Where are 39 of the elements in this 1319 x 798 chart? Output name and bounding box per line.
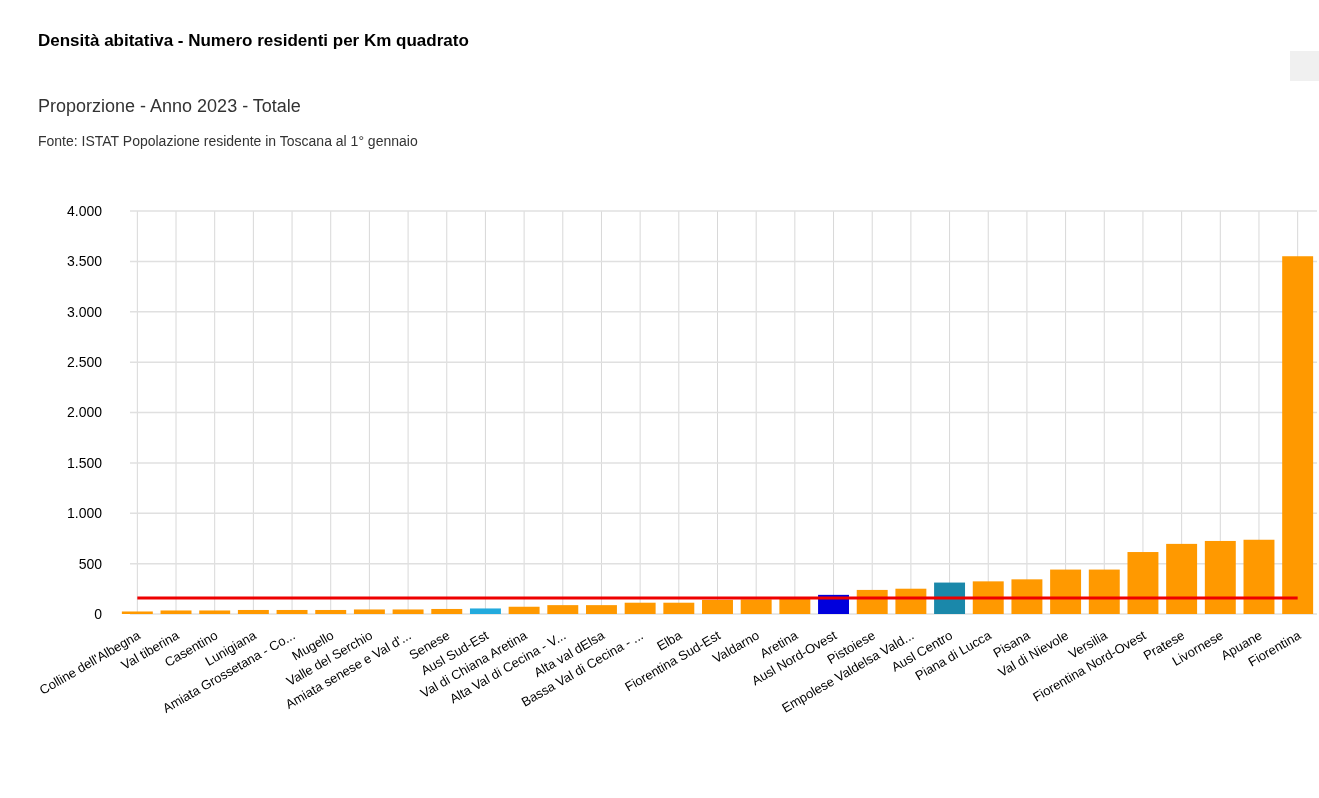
y-tick-label: 1.000 — [66, 505, 103, 522]
bar — [740, 599, 772, 614]
bar — [315, 609, 347, 614]
bar — [624, 602, 656, 614]
bar — [663, 602, 695, 614]
bar — [1243, 539, 1275, 614]
y-tick-label: 1.500 — [66, 454, 103, 471]
bar — [160, 610, 192, 614]
bar — [1127, 552, 1159, 614]
bar — [972, 581, 1004, 614]
bar — [779, 598, 811, 614]
source-note: Fonte: ISTAT Popolazione residente in Toscana al 1° gennaio — [38, 133, 418, 149]
bar — [353, 609, 385, 614]
bar — [702, 599, 733, 614]
bar — [1282, 256, 1314, 614]
bar — [1050, 569, 1082, 614]
y-tick-label: 2.000 — [66, 404, 103, 421]
bar — [1088, 569, 1120, 614]
chart-title: Densità abitativa - Numero residenti per Km quadrato — [38, 31, 469, 50]
bar — [1011, 579, 1043, 614]
bar — [431, 608, 463, 614]
bar — [508, 606, 540, 614]
bar — [469, 608, 501, 614]
y-tick-label: 3.000 — [66, 303, 103, 320]
bar — [392, 609, 424, 614]
bar — [199, 610, 231, 614]
chart-subtitle: Proporzione - Anno 2023 - Totale — [38, 96, 301, 116]
bar — [121, 611, 153, 614]
y-tick-label: 500 — [78, 555, 103, 572]
bar — [276, 609, 308, 614]
bar — [1166, 543, 1198, 614]
y-tick-label: 4.000 — [66, 202, 103, 219]
y-tick-label: 3.500 — [66, 253, 103, 270]
bar — [547, 605, 579, 614]
y-tick-label: 2.500 — [66, 354, 103, 371]
y-tick-label: 0 — [94, 605, 103, 622]
bar — [1204, 540, 1236, 614]
bar — [237, 609, 269, 614]
bar — [586, 605, 617, 614]
